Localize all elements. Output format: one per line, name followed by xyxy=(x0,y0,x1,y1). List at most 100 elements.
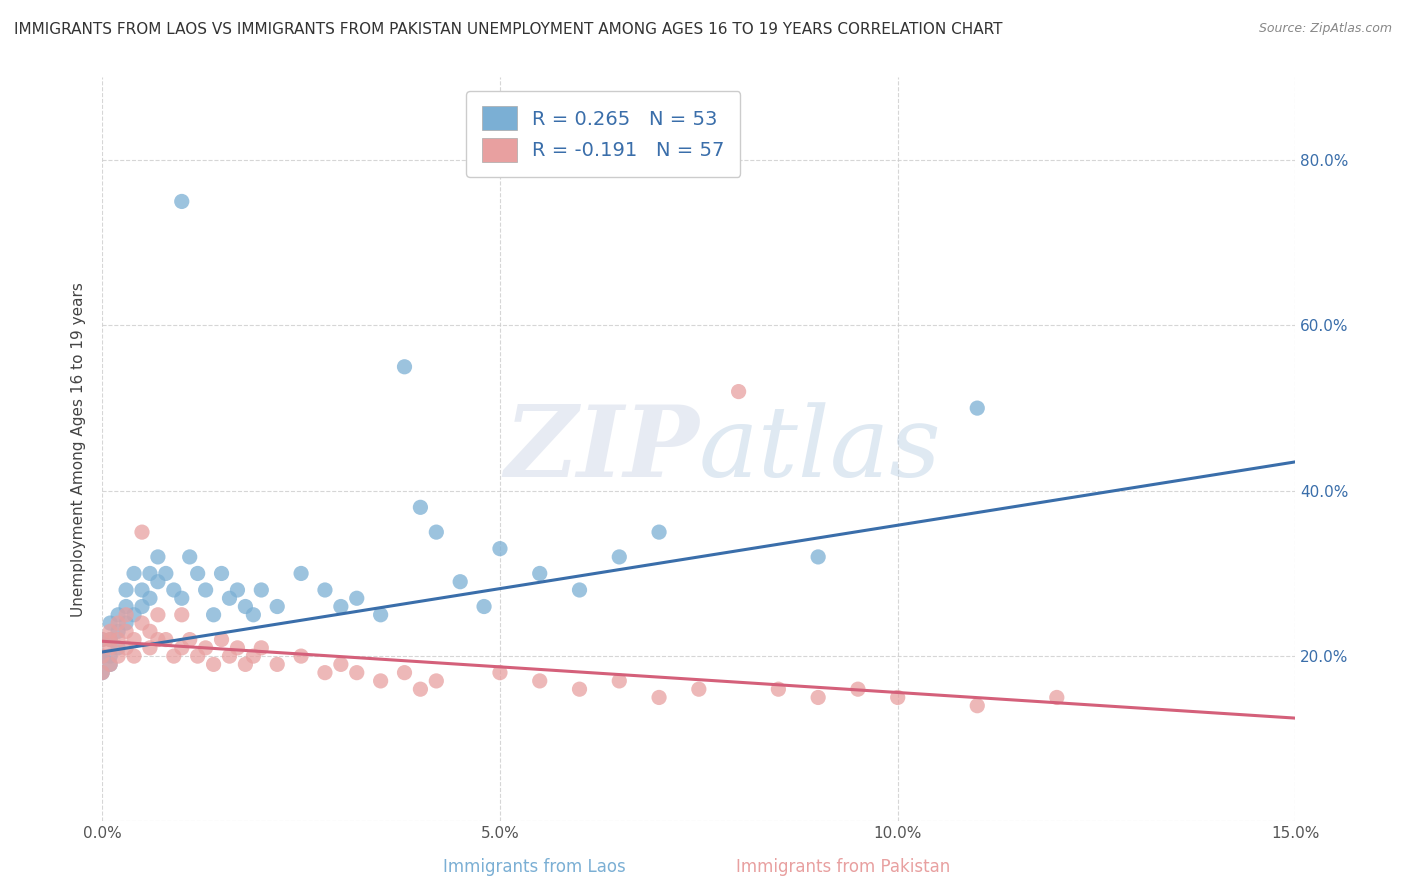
Point xyxy=(179,549,201,564)
Point xyxy=(115,582,138,597)
Point xyxy=(98,632,121,647)
Point xyxy=(91,632,114,647)
Point xyxy=(107,624,129,639)
Legend: R = 0.265   N = 53, R = -0.191   N = 57: R = 0.265 N = 53, R = -0.191 N = 57 xyxy=(467,91,741,178)
Point xyxy=(807,690,830,705)
Point xyxy=(235,599,257,614)
Point xyxy=(489,665,512,680)
Text: Immigrants from Pakistan: Immigrants from Pakistan xyxy=(737,858,950,876)
Point xyxy=(170,194,193,209)
Point xyxy=(139,624,162,639)
Point xyxy=(211,632,233,647)
Point xyxy=(727,384,749,399)
Point xyxy=(115,624,138,639)
Point xyxy=(425,525,447,540)
Point xyxy=(202,657,225,672)
Point xyxy=(266,599,288,614)
Point xyxy=(170,607,193,622)
Point xyxy=(449,574,471,589)
Text: ZIP: ZIP xyxy=(503,401,699,498)
Point xyxy=(529,673,551,688)
Point xyxy=(122,632,145,647)
Point xyxy=(98,657,121,672)
Point xyxy=(98,640,121,655)
Point xyxy=(202,607,225,622)
Point xyxy=(98,624,121,639)
Point xyxy=(107,632,129,647)
Point xyxy=(91,632,114,647)
Point xyxy=(370,673,392,688)
Point xyxy=(394,665,416,680)
Point xyxy=(768,682,790,697)
Point xyxy=(425,673,447,688)
Point xyxy=(568,582,591,597)
Point xyxy=(122,649,145,664)
Point xyxy=(98,657,121,672)
Point xyxy=(163,649,186,664)
Point xyxy=(146,607,169,622)
Point xyxy=(146,632,169,647)
Point xyxy=(115,615,138,630)
Point xyxy=(529,566,551,581)
Point xyxy=(966,698,988,713)
Point xyxy=(122,566,145,581)
Point xyxy=(290,566,312,581)
Point xyxy=(409,682,432,697)
Point xyxy=(98,632,121,647)
Point xyxy=(115,599,138,614)
Point xyxy=(242,649,264,664)
Point xyxy=(163,582,186,597)
Point xyxy=(122,607,145,622)
Point xyxy=(846,682,869,697)
Point xyxy=(314,582,336,597)
Point xyxy=(91,665,114,680)
Point xyxy=(187,649,209,664)
Point xyxy=(146,549,169,564)
Text: IMMIGRANTS FROM LAOS VS IMMIGRANTS FROM PAKISTAN UNEMPLOYMENT AMONG AGES 16 TO 1: IMMIGRANTS FROM LAOS VS IMMIGRANTS FROM … xyxy=(14,22,1002,37)
Point xyxy=(218,591,240,606)
Point xyxy=(1046,690,1069,705)
Point xyxy=(107,607,129,622)
Point xyxy=(886,690,908,705)
Point xyxy=(314,665,336,680)
Point xyxy=(211,566,233,581)
Point xyxy=(98,615,121,630)
Point xyxy=(179,632,201,647)
Point xyxy=(489,541,512,556)
Point xyxy=(98,649,121,664)
Point xyxy=(688,682,710,697)
Point xyxy=(131,525,153,540)
Point xyxy=(131,582,153,597)
Text: atlas: atlas xyxy=(699,401,942,497)
Point xyxy=(346,591,368,606)
Point xyxy=(146,574,169,589)
Point xyxy=(568,682,591,697)
Point xyxy=(131,615,153,630)
Point xyxy=(187,566,209,581)
Point xyxy=(107,640,129,655)
Point xyxy=(329,657,352,672)
Point xyxy=(394,359,416,374)
Point xyxy=(226,582,249,597)
Point xyxy=(290,649,312,664)
Point xyxy=(226,640,249,655)
Point xyxy=(91,649,114,664)
Point xyxy=(155,632,177,647)
Point xyxy=(218,649,240,664)
Point xyxy=(139,640,162,655)
Point xyxy=(170,591,193,606)
Point xyxy=(250,640,273,655)
Point xyxy=(648,525,671,540)
Point xyxy=(170,640,193,655)
Point xyxy=(266,657,288,672)
Point xyxy=(115,640,138,655)
Point xyxy=(235,657,257,672)
Point xyxy=(607,549,630,564)
Point xyxy=(155,566,177,581)
Point xyxy=(807,549,830,564)
Point xyxy=(107,615,129,630)
Point xyxy=(107,649,129,664)
Point xyxy=(250,582,273,597)
Point xyxy=(409,500,432,515)
Point xyxy=(242,607,264,622)
